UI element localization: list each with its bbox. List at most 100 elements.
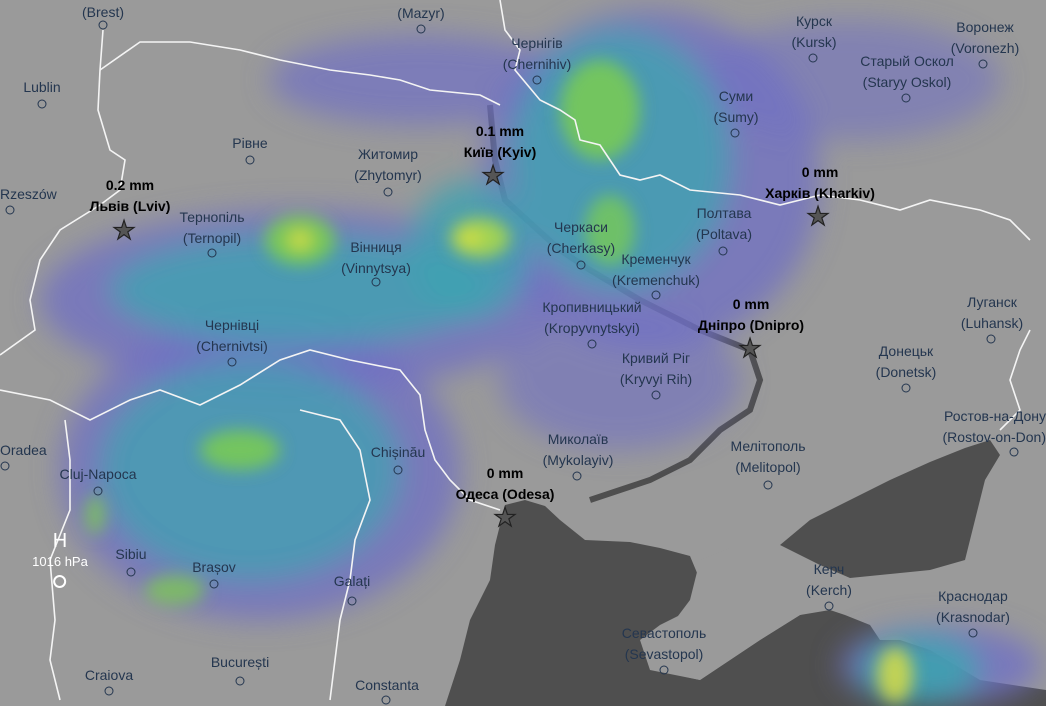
city-latin: (Rostov-on-Don)	[942, 429, 1046, 445]
city-marker-icon[interactable]	[98, 20, 108, 30]
city-marker-icon[interactable]	[37, 99, 47, 109]
city-label[interactable]: Galați	[334, 571, 371, 592]
city-marker-icon[interactable]	[347, 596, 357, 606]
star-icon[interactable]: ★	[806, 201, 831, 231]
star-icon[interactable]: ★	[493, 502, 518, 532]
city-marker-icon[interactable]	[659, 665, 669, 675]
city-marker-icon[interactable]	[209, 579, 219, 589]
city-latin: (Chernivtsi)	[196, 338, 268, 354]
forecast-label[interactable]: 0 mm Одеса (Odesa)	[456, 463, 555, 505]
city-marker-icon[interactable]	[416, 24, 426, 34]
city-marker-icon[interactable]	[371, 277, 381, 287]
city-marker-icon[interactable]	[0, 461, 10, 471]
star-icon[interactable]: ★	[738, 333, 763, 363]
city-label[interactable]: Craiova	[85, 665, 133, 686]
city-label[interactable]: Полтава (Poltava)	[696, 203, 752, 245]
city-label[interactable]: (Mazyr)	[397, 3, 444, 24]
city-label[interactable]: Житомир (Zhytomyr)	[354, 144, 422, 186]
city-label[interactable]: Чернівці (Chernivtsi)	[196, 315, 268, 357]
star-icon[interactable]: ★	[112, 215, 137, 245]
city-label[interactable]: Oradea	[0, 440, 47, 461]
city-marker-icon[interactable]	[393, 465, 403, 475]
city-label[interactable]: Донецьк (Donetsk)	[876, 341, 937, 383]
city-label[interactable]: Курск (Kursk)	[791, 11, 836, 53]
city-marker-icon[interactable]	[978, 59, 988, 69]
city-marker-icon[interactable]	[572, 471, 582, 481]
star-icon[interactable]: ★	[481, 160, 506, 190]
city-marker-icon[interactable]	[587, 339, 597, 349]
city-name: Воронеж	[956, 19, 1014, 35]
forecast-label[interactable]: 0.1 mm Київ (Kyiv)	[464, 121, 536, 163]
city-marker-icon[interactable]	[126, 567, 136, 577]
city-marker-icon[interactable]	[968, 628, 978, 638]
city-marker-icon[interactable]	[207, 248, 217, 258]
city-label[interactable]: Brașov	[192, 557, 236, 578]
city-label[interactable]: București	[211, 652, 269, 673]
city-marker-icon[interactable]	[986, 334, 996, 344]
forecast-label[interactable]: 0.2 mm Львів (Lviv)	[90, 175, 171, 217]
city-marker-icon[interactable]	[235, 676, 245, 686]
city-marker-icon[interactable]	[763, 480, 773, 490]
pressure-center[interactable]: H 1016 hPa	[32, 528, 88, 588]
forecast-city: Дніпро (Dnipro)	[697, 317, 805, 333]
city-label[interactable]: Кропивницький (Kropyvnytskyi)	[542, 297, 641, 339]
city-marker-icon[interactable]	[227, 357, 237, 367]
city-latin: (Mazyr)	[397, 5, 445, 21]
city-label[interactable]: Рівне	[232, 133, 267, 154]
pressure-marker-icon	[53, 575, 67, 588]
city-marker-icon[interactable]	[532, 75, 542, 85]
city-label[interactable]: Миколаїв (Mykolayiv)	[543, 429, 614, 471]
city-marker-icon[interactable]	[651, 290, 661, 300]
city-marker-icon[interactable]	[901, 383, 911, 393]
city-label[interactable]: Кривий Ріг (Kryvyi Rih)	[620, 348, 692, 390]
city-name: Constanta	[355, 677, 419, 693]
city-label[interactable]: Суми (Sumy)	[713, 86, 758, 128]
city-marker-icon[interactable]	[1009, 447, 1019, 457]
city-marker-icon[interactable]	[381, 695, 391, 705]
city-marker-icon[interactable]	[245, 155, 255, 165]
city-label[interactable]: Sibiu	[115, 544, 146, 565]
forecast-label[interactable]: 0 mm Дніпро (Dnipro)	[698, 294, 804, 336]
city-marker-icon[interactable]	[651, 390, 661, 400]
city-label[interactable]: Тернопіль (Ternopil)	[179, 207, 244, 249]
city-marker-icon[interactable]	[104, 686, 114, 696]
city-label[interactable]: Луганск (Luhansk)	[961, 292, 1023, 334]
city-latin: (Luhansk)	[960, 315, 1024, 331]
city-marker-icon[interactable]	[383, 187, 393, 197]
city-label[interactable]: Севастополь (Sevastopol)	[622, 623, 707, 665]
city-label[interactable]: Старый Оскол (Staryy Oskol)	[860, 51, 954, 93]
city-label[interactable]: Rzeszów	[0, 184, 57, 205]
city-latin: (Ternopil)	[182, 230, 242, 246]
city-marker-icon[interactable]	[824, 601, 834, 611]
city-latin: (Cherkasy)	[546, 240, 616, 256]
city-marker-icon[interactable]	[901, 93, 911, 103]
city-marker-icon[interactable]	[808, 53, 818, 63]
city-marker-icon[interactable]	[730, 128, 740, 138]
city-latin: (Brest)	[82, 4, 124, 20]
city-marker-icon[interactable]	[5, 205, 15, 215]
city-label[interactable]: (Brest)	[82, 2, 124, 23]
forecast-city: Одеса (Odesa)	[455, 486, 555, 502]
city-label[interactable]: Constanta	[355, 675, 419, 696]
city-label[interactable]: Воронеж (Voronezh)	[951, 17, 1019, 59]
city-name: Lublin	[23, 79, 61, 95]
city-name: Суми	[718, 88, 754, 104]
city-label[interactable]: Мелітополь (Melitopol)	[731, 436, 806, 478]
city-marker-icon[interactable]	[718, 246, 728, 256]
city-label[interactable]: Вінниця (Vinnytsya)	[341, 237, 411, 279]
city-label[interactable]: Lublin	[23, 77, 60, 98]
city-label[interactable]: Керч (Kerch)	[806, 559, 852, 601]
city-label[interactable]: Краснодар (Krasnodar)	[936, 586, 1010, 628]
forecast-label[interactable]: 0 mm Харків (Kharkiv)	[765, 162, 875, 204]
city-label[interactable]: Ростов-на-Дону (Rostov-on-Don)	[943, 406, 1046, 448]
city-label[interactable]: Черкаси (Cherkasy)	[547, 217, 615, 259]
city-marker-icon[interactable]	[576, 260, 586, 270]
city-marker-icon[interactable]	[93, 486, 103, 496]
city-label[interactable]: Чернігів (Chernihiv)	[503, 33, 571, 75]
pressure-value: 1016 hPa	[32, 554, 88, 569]
city-latin: (Donetsk)	[875, 364, 937, 380]
city-label[interactable]: Cluj-Napoca	[59, 464, 136, 485]
city-label[interactable]: Кременчук (Kremenchuk)	[612, 249, 700, 291]
city-label[interactable]: Chișinău	[371, 442, 425, 463]
